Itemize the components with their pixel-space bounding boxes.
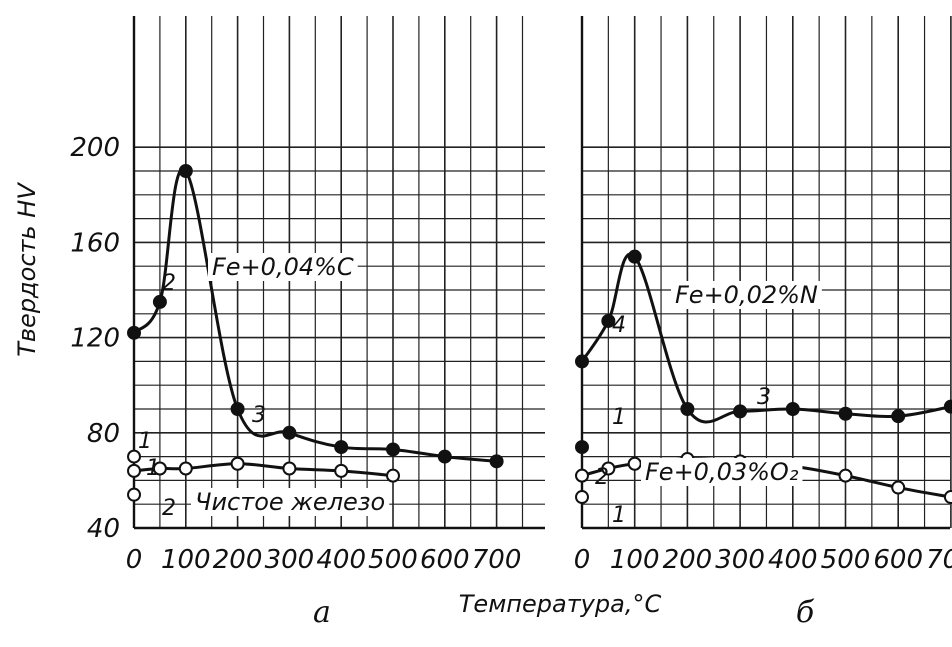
curve-number-label: 2 — [162, 496, 176, 521]
series-label: Чистое железо — [195, 488, 385, 516]
x-tick-label: 300 — [265, 545, 315, 575]
data-point — [575, 468, 589, 483]
data-point — [127, 487, 141, 502]
data-point — [230, 456, 245, 471]
data-point — [152, 294, 167, 309]
y-tick-label: 200 — [70, 133, 120, 163]
series-line — [132, 167, 497, 463]
data-point — [785, 402, 800, 416]
x-tick-label: 0 — [574, 545, 591, 575]
curve-number-label: 1 — [138, 429, 152, 454]
data-point — [386, 468, 400, 483]
data-point — [575, 440, 589, 455]
data-point — [627, 456, 642, 471]
x-tick-label: 500 — [821, 545, 871, 575]
data-point — [127, 449, 141, 464]
data-point — [733, 404, 748, 419]
data-point — [178, 164, 193, 178]
series-label: Fe+0,03%O₂ — [645, 458, 799, 486]
data-point — [152, 461, 167, 476]
x-tick-label: 700 — [472, 545, 522, 575]
data-point — [334, 463, 349, 478]
curve-number-label: 1 — [612, 405, 626, 430]
data-point — [891, 480, 906, 495]
data-point — [943, 490, 952, 505]
data-point — [282, 461, 297, 476]
x-tick-label: 300 — [715, 545, 765, 575]
curve-number-label: 2 — [595, 465, 609, 490]
curve-number-label: 3 — [757, 385, 771, 410]
x-tick-label: 0 — [126, 545, 143, 575]
series-label-bg — [208, 253, 358, 281]
panel-a: 0 100 200 300 400 500 600 7004080120160200Fe+0,… — [70, 16, 545, 575]
series-label: Fe+0,02%N — [675, 281, 818, 309]
data-point — [575, 354, 589, 369]
y-tick-label: 160 — [70, 228, 120, 258]
x-tick-label: 500 — [368, 545, 418, 575]
curve-number-label: 2 — [162, 271, 176, 296]
data-point — [601, 461, 616, 476]
x-tick-label: 600 — [873, 545, 923, 575]
data-point — [489, 454, 504, 469]
series-label-bg — [191, 488, 390, 516]
x-tick-label: 600 — [420, 545, 470, 575]
data-point — [127, 463, 141, 478]
data-point — [627, 249, 642, 264]
series-label: Fe+0,04%С — [212, 253, 354, 281]
panel-label-b: б — [796, 595, 815, 630]
curve-number-label: 3 — [252, 403, 266, 428]
data-point — [891, 409, 906, 424]
y-axis-label: Твердость HV — [13, 182, 41, 357]
data-point — [601, 313, 616, 328]
x-tick-label: 400 — [768, 545, 818, 575]
data-point — [838, 468, 853, 483]
data-point — [943, 399, 952, 414]
data-point — [838, 406, 853, 421]
curve-number-label: 4 — [612, 313, 626, 338]
data-point — [386, 442, 400, 457]
x-tick-label: 100 — [610, 545, 660, 575]
x-tick-label: 200 — [663, 545, 713, 575]
series-label-bg — [671, 281, 822, 309]
panel-label-a: а — [313, 595, 331, 630]
x-tick-label: 400 — [316, 545, 366, 575]
series-label-bg — [641, 458, 803, 486]
data-point — [230, 402, 245, 416]
data-point — [575, 490, 589, 505]
data-point — [680, 402, 695, 416]
y-tick-label: 40 — [87, 514, 120, 544]
series-line — [580, 252, 952, 424]
data-point — [437, 449, 452, 464]
data-point — [334, 440, 349, 455]
y-tick-label: 120 — [70, 324, 120, 354]
curve-number-label: 1 — [612, 503, 626, 528]
data-point — [178, 461, 193, 476]
x-tick-label: 200 — [213, 545, 263, 575]
curve-number-label: 1 — [146, 456, 160, 481]
data-point — [282, 425, 297, 440]
x-axis-label: Температура,°С — [459, 590, 662, 618]
x-tick-label: 100 — [161, 545, 211, 575]
y-tick-label: 80 — [87, 419, 120, 449]
x-tick-label: 700 — [926, 545, 952, 575]
data-point — [127, 325, 141, 340]
